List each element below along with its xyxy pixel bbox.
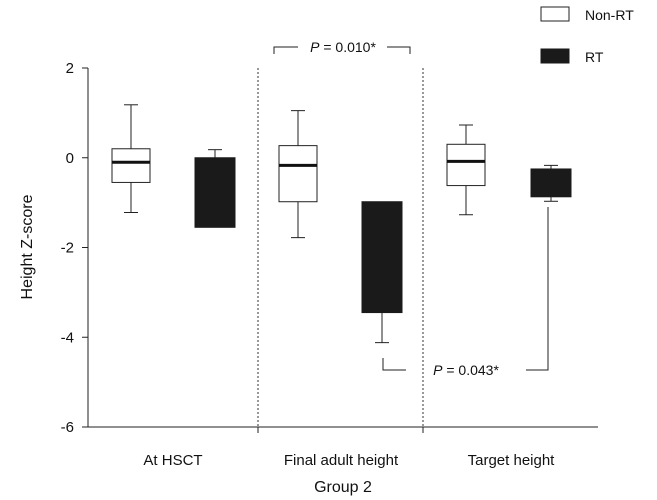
box-body (112, 149, 150, 183)
boxes-layer (112, 105, 571, 343)
y-tick-label: 2 (66, 60, 74, 77)
bracket-1-left (274, 47, 298, 54)
legend: Non-RT RT (541, 7, 634, 65)
x-category-label: Target height (468, 452, 556, 469)
box-body (447, 144, 485, 185)
y-axis-title: Height Z-score (19, 194, 36, 299)
box-rt-2 (531, 165, 571, 201)
annotation-2-value: = 0.043* (442, 362, 499, 378)
y-tick-label: -6 (61, 419, 74, 436)
x-axis-title: Group 2 (314, 479, 372, 496)
y-ticks: 2 0 -2 -4 -6 (61, 60, 88, 436)
box-rt-1 (362, 202, 402, 343)
annotation-bracket-2: P = 0.043* (383, 207, 548, 378)
y-tick-label: 0 (66, 150, 74, 167)
box-rt-0 (195, 150, 235, 228)
box-body (195, 158, 235, 228)
box-non-rt-2 (447, 125, 485, 215)
bracket-1-right (387, 47, 410, 54)
annotation-2-text: P = 0.043* (433, 362, 499, 378)
x-category-labels: At HSCT Final adult height Target height (143, 427, 555, 469)
x-category-label: At HSCT (143, 452, 202, 469)
box-body (531, 169, 571, 197)
box-body (362, 202, 402, 313)
legend-swatch-rt (541, 49, 569, 63)
annotation-1-value: = 0.010* (319, 39, 376, 55)
annotation-1-text: P = 0.010* (310, 39, 376, 55)
box-non-rt-1 (279, 111, 317, 238)
legend-label-non-rt: Non-RT (585, 7, 634, 23)
x-category-label: Final adult height (284, 452, 399, 469)
box-body (279, 146, 317, 202)
annotation-bracket-1: P = 0.010* (274, 39, 410, 55)
legend-label-rt: RT (585, 49, 604, 65)
legend-swatch-non-rt (541, 7, 569, 21)
bracket-2-right (526, 207, 548, 370)
y-tick-label: -2 (61, 240, 74, 257)
bracket-2-left (383, 358, 406, 370)
y-tick-label: -4 (61, 329, 74, 346)
box-non-rt-0 (112, 105, 150, 213)
